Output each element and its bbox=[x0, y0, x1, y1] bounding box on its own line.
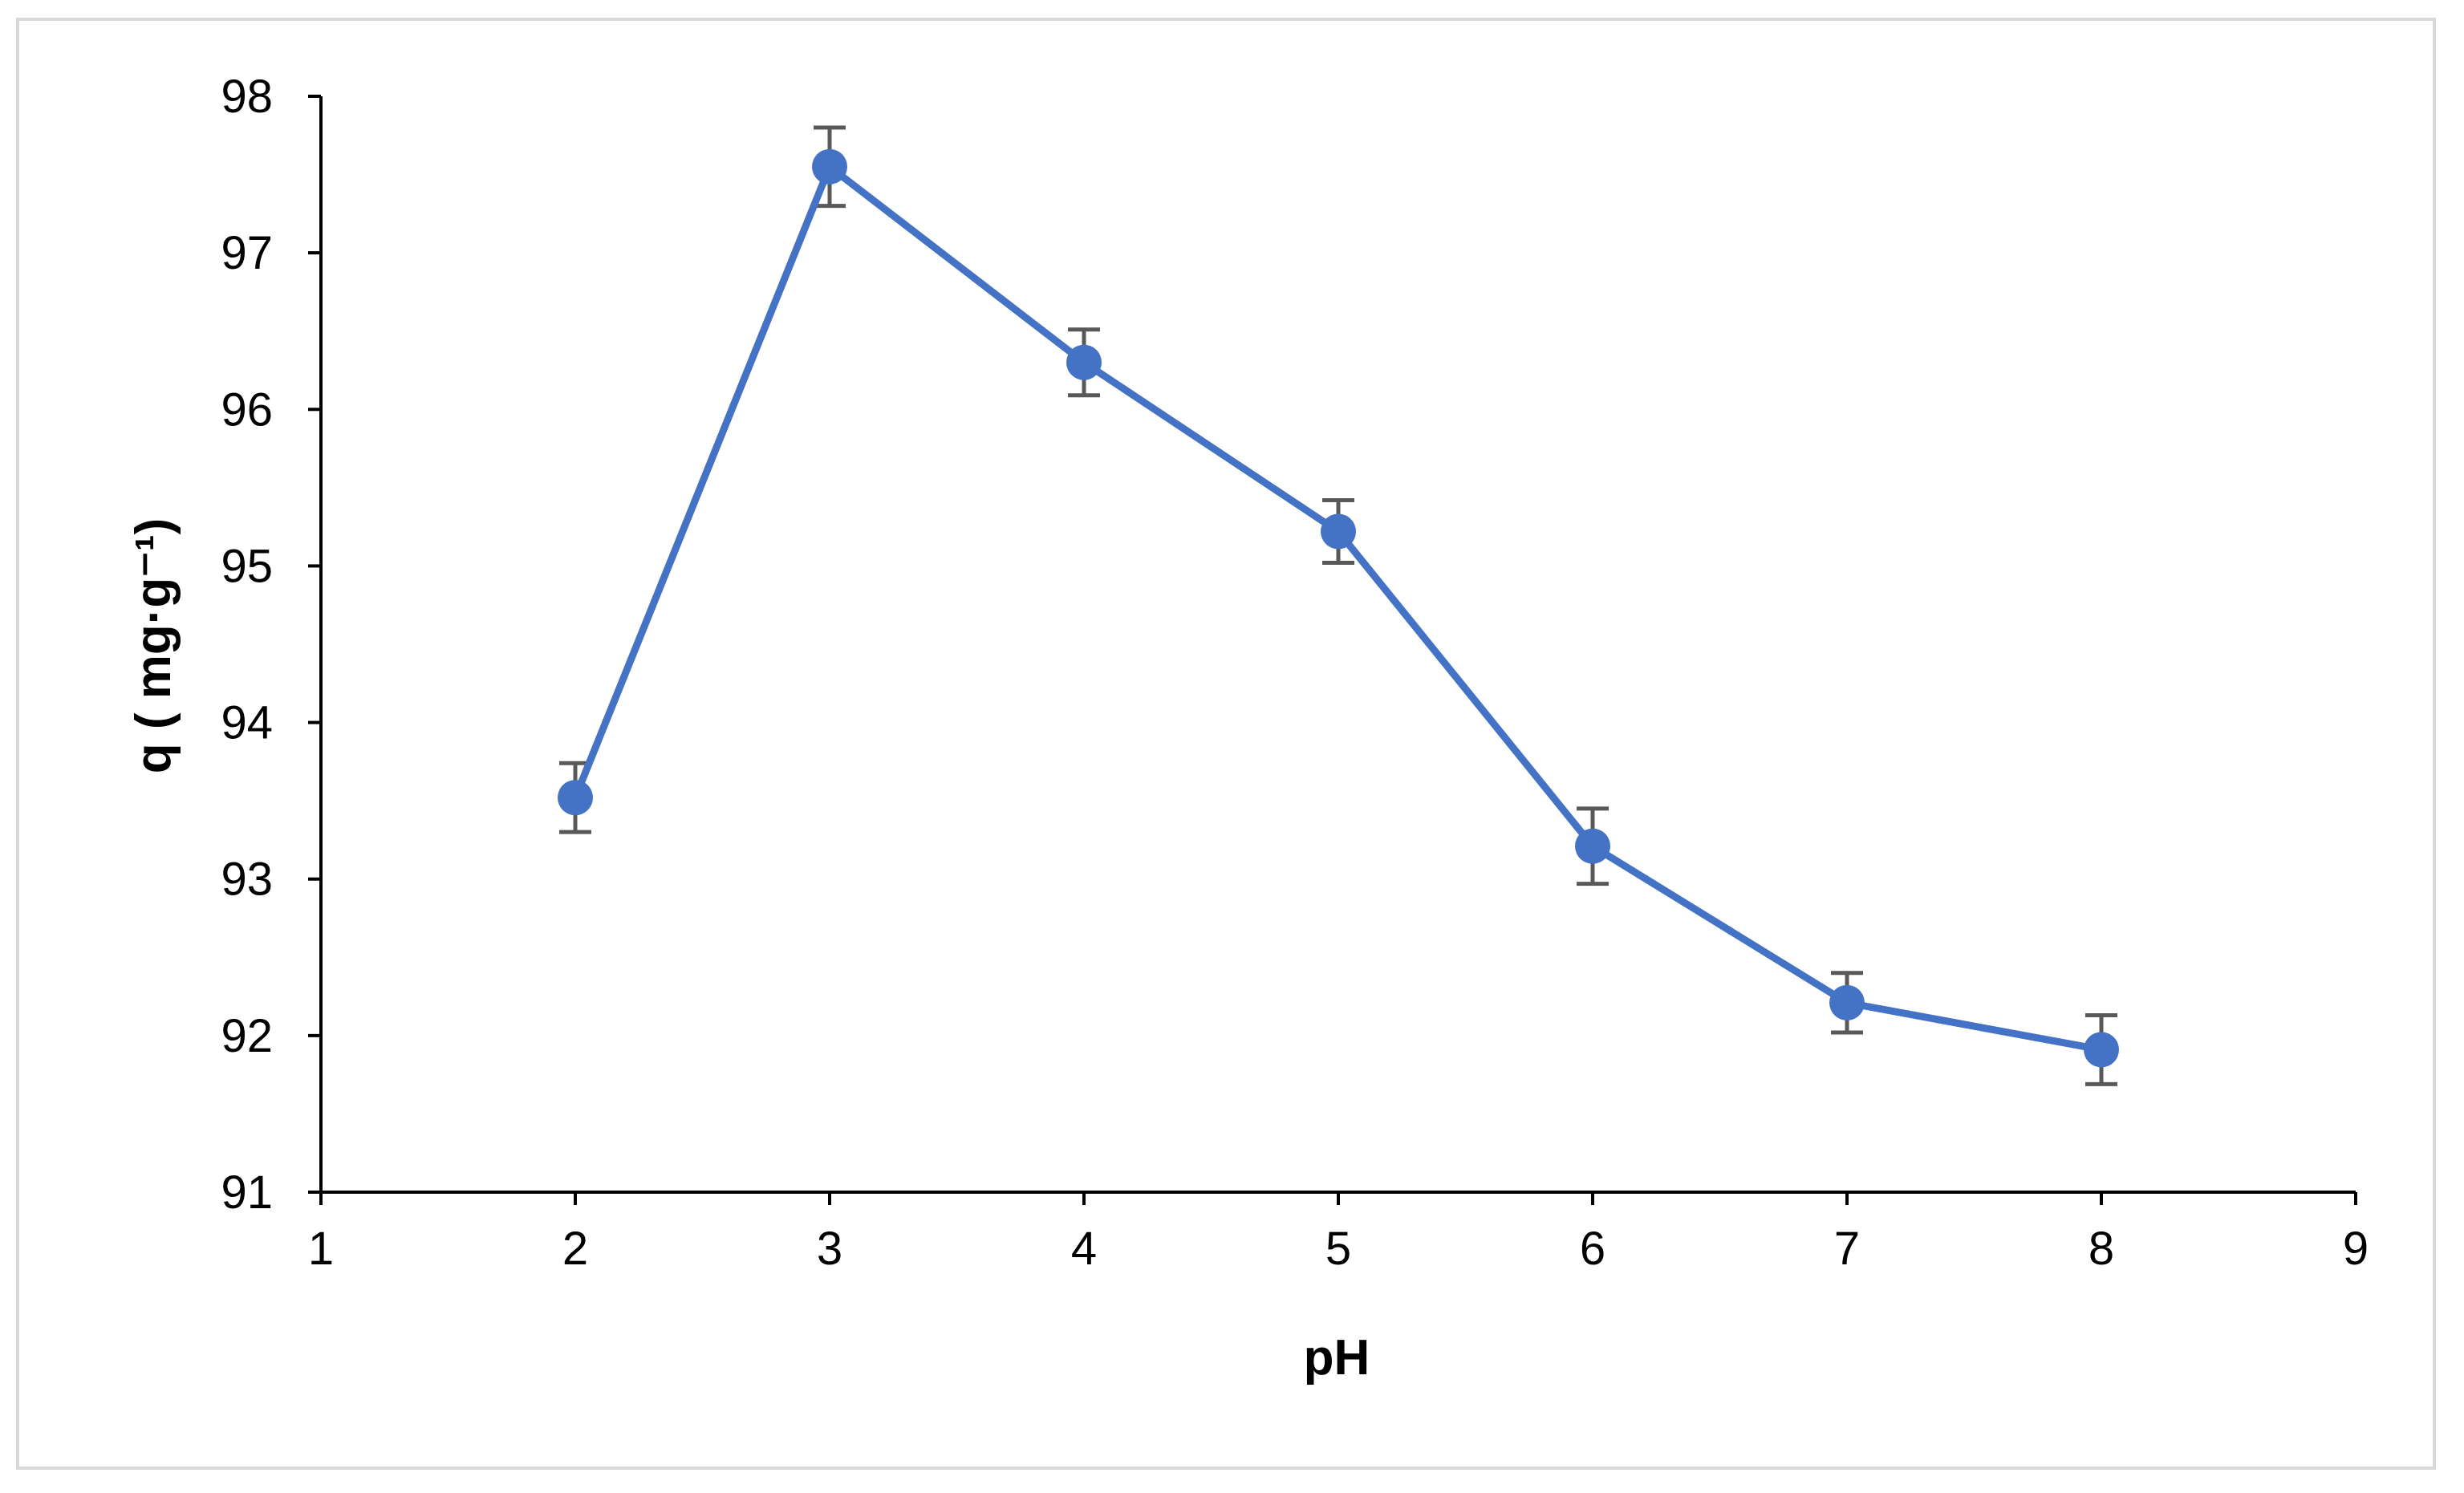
x-tick-label: 7 bbox=[1834, 1223, 1860, 1275]
data-point bbox=[1575, 828, 1610, 864]
y-axis-title: q ( mg·g⁻¹) bbox=[126, 518, 181, 774]
axes bbox=[308, 95, 2357, 1205]
x-tick-label: 6 bbox=[1580, 1223, 1605, 1275]
y-tick-label: 97 bbox=[221, 227, 273, 279]
y-tick-label: 94 bbox=[221, 697, 273, 749]
series bbox=[558, 148, 2119, 1068]
x-tick-label: 8 bbox=[2089, 1223, 2114, 1275]
y-tick-label: 91 bbox=[221, 1166, 273, 1219]
y-tick-label: 93 bbox=[221, 854, 273, 906]
x-tick-label: 9 bbox=[2343, 1223, 2369, 1275]
y-tick-label: 98 bbox=[221, 71, 273, 123]
y-tick-label: 92 bbox=[221, 1010, 273, 1062]
y-tick-label: 95 bbox=[221, 540, 273, 592]
data-point bbox=[558, 780, 593, 816]
x-axis-title: pH bbox=[1304, 1330, 1370, 1385]
chart-frame bbox=[16, 18, 2436, 1470]
data-point bbox=[1066, 344, 1102, 380]
data-point bbox=[1321, 513, 1356, 550]
error-bars bbox=[559, 125, 2117, 1086]
x-tick-label: 5 bbox=[1325, 1223, 1351, 1275]
data-point bbox=[1829, 984, 1865, 1020]
y-tick-label: 96 bbox=[221, 383, 273, 436]
x-tick-label: 4 bbox=[1071, 1223, 1097, 1275]
series-line bbox=[571, 163, 2102, 1053]
x-tick-label: 2 bbox=[562, 1223, 588, 1275]
data-point bbox=[2084, 1032, 2119, 1068]
tick-labels: 91 92 93 94 95 96 97 98 1 2 3 4 5 6 7 8 9 bbox=[221, 71, 2369, 1275]
x-tick-label: 1 bbox=[308, 1223, 334, 1275]
x-tick-label: 3 bbox=[817, 1223, 842, 1275]
data-point bbox=[812, 148, 847, 185]
